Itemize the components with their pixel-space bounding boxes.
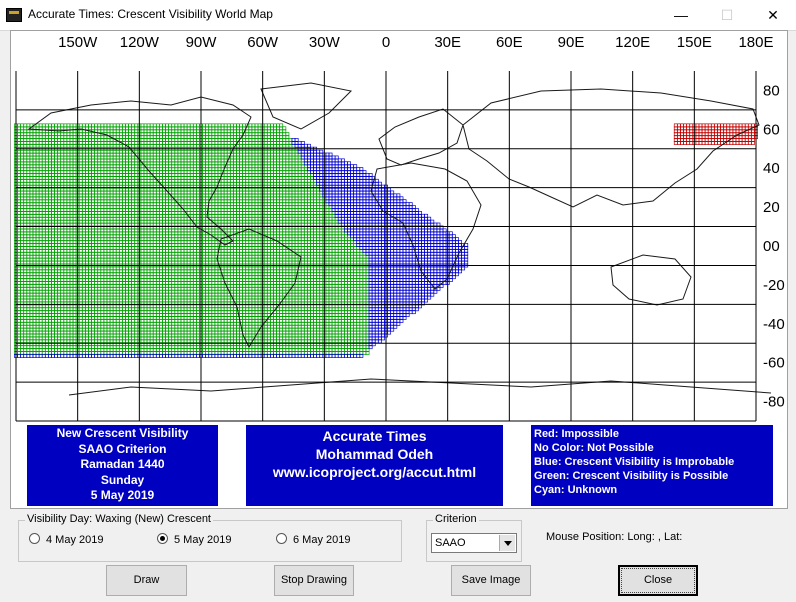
map-canvas[interactable]: 150W 120W 90W 60W 30W 0 30E 60E 90E 120E 150E 180E8… — [11, 31, 787, 508]
close-window-button[interactable]: ✕ — [767, 7, 779, 23]
maximize-button[interactable]: ☐ — [720, 7, 734, 23]
minimize-button[interactable]: — — [674, 7, 688, 23]
title-bar: Accurate Times: Crescent Visibility Worl… — [0, 0, 796, 31]
app-icon — [6, 8, 22, 22]
window-title: Accurate Times: Crescent Visibility Worl… — [28, 7, 273, 21]
